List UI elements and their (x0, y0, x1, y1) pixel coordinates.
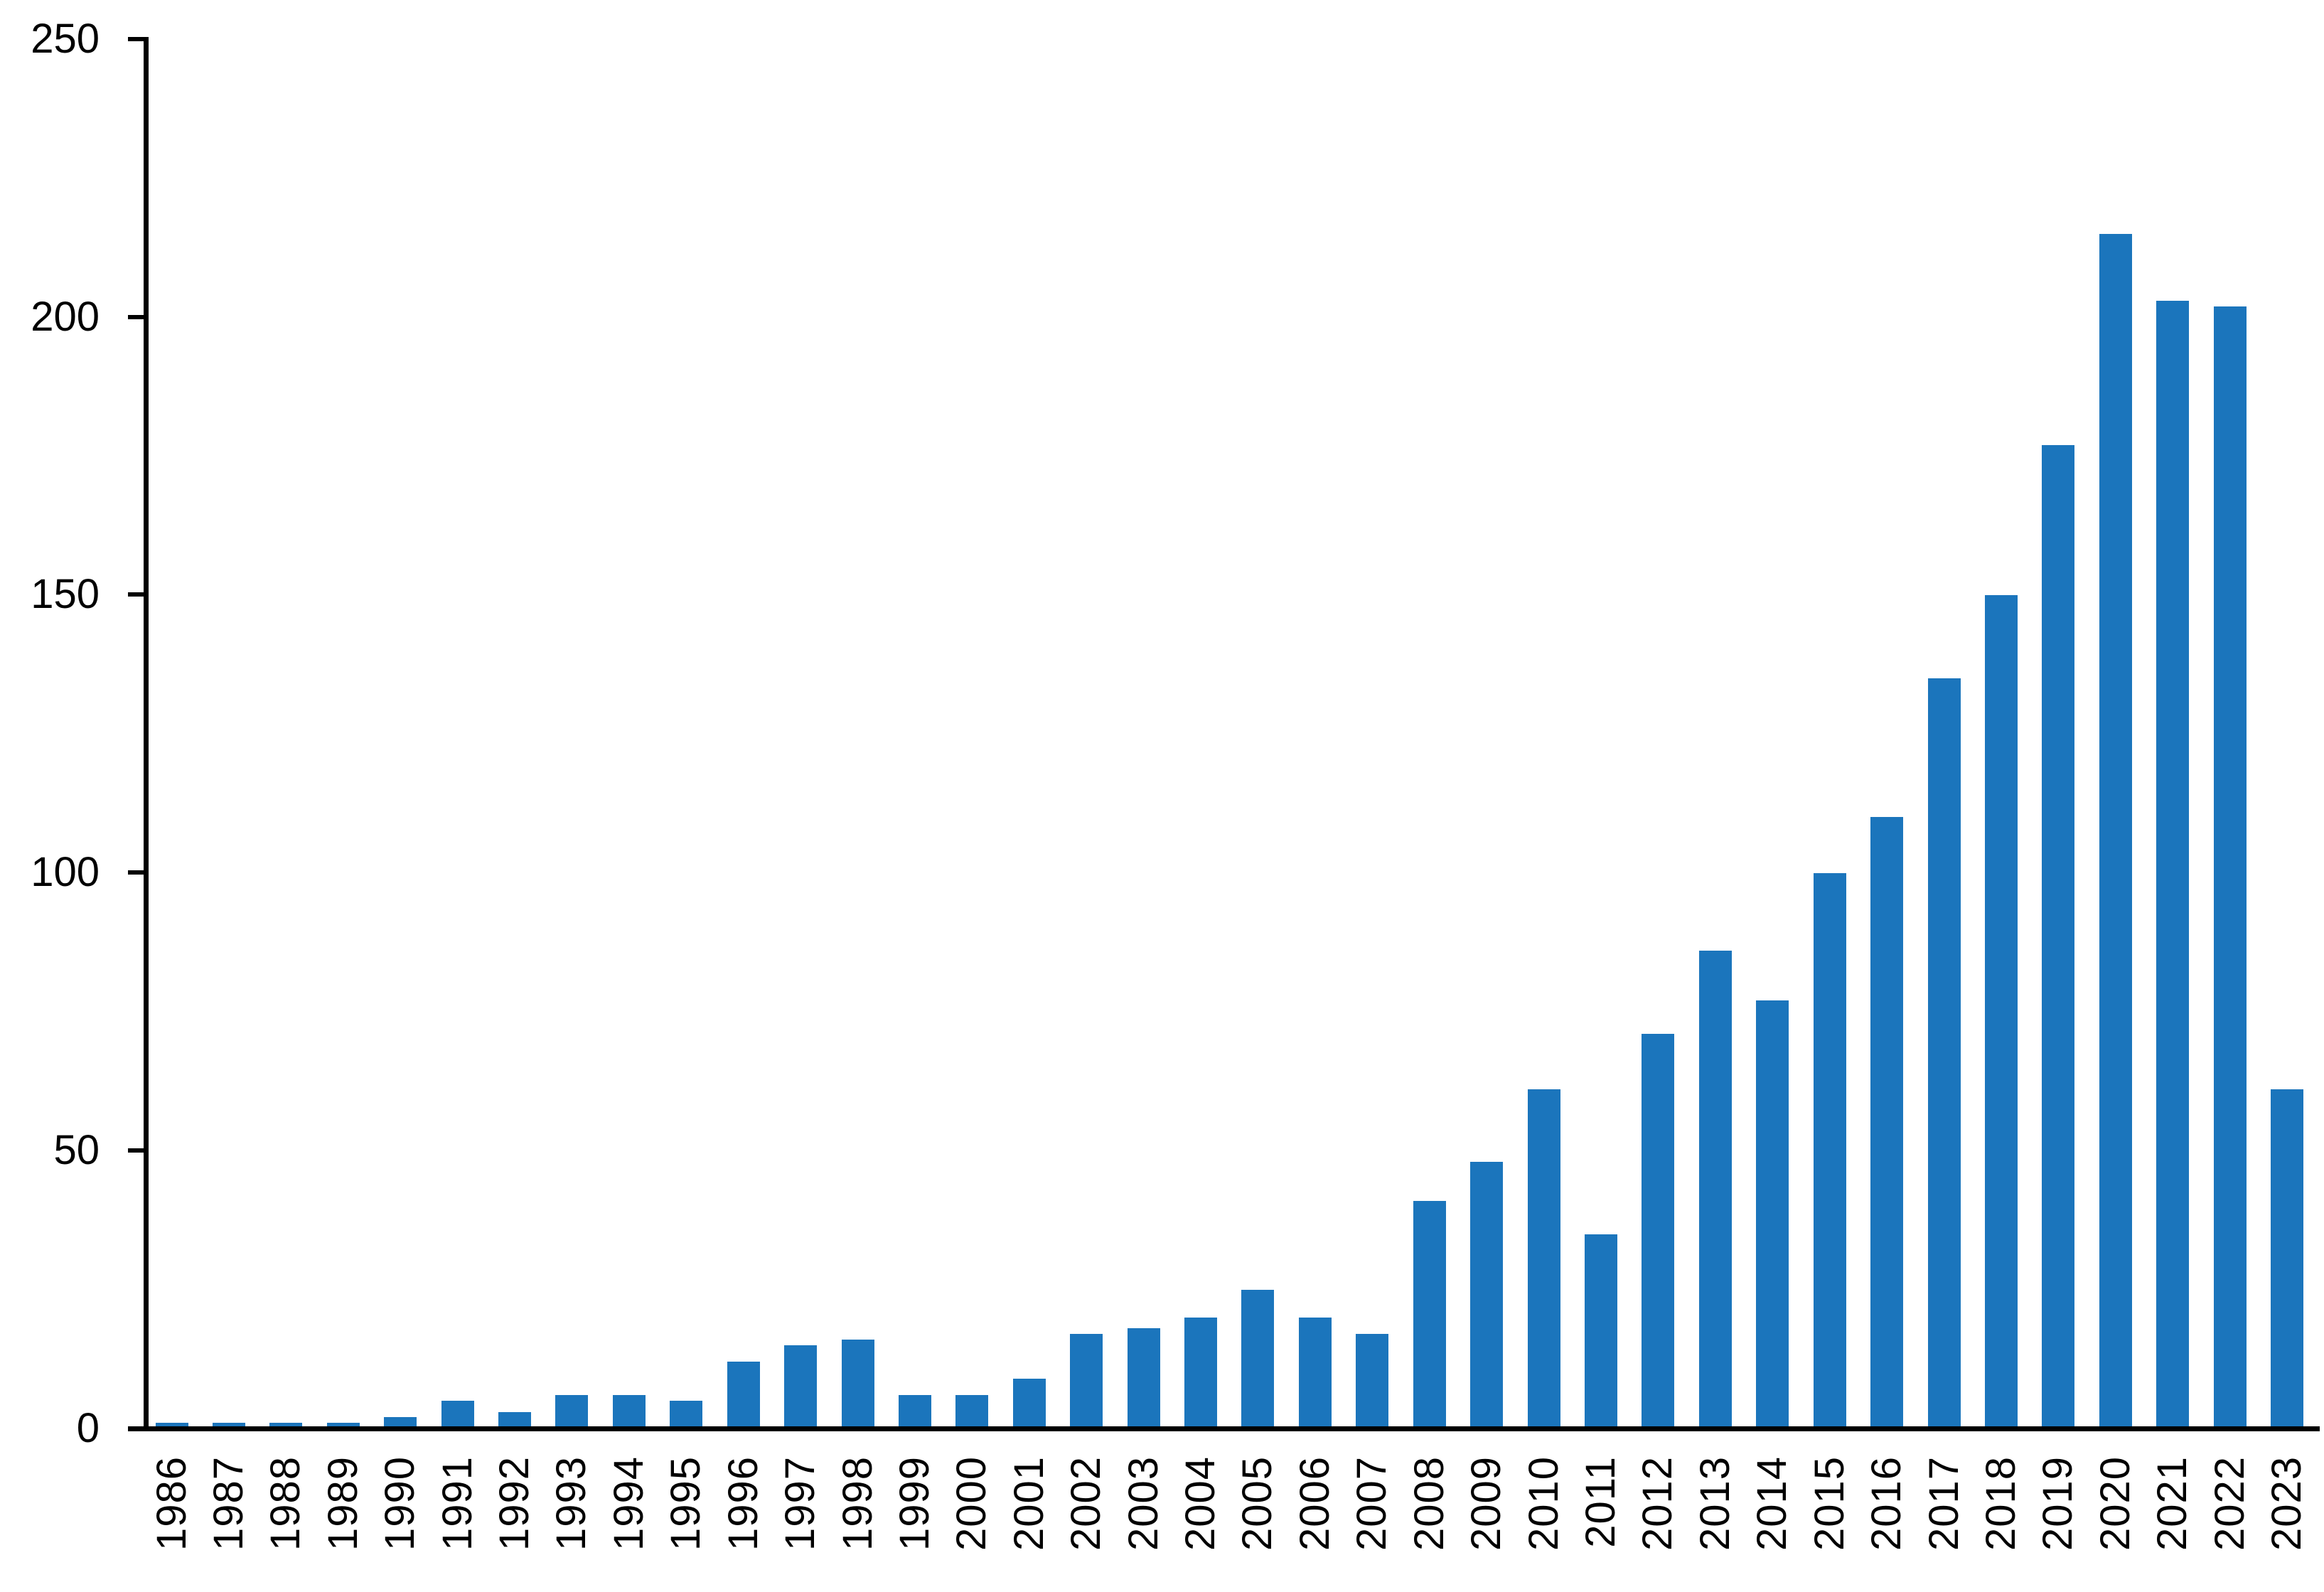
x-tick-label: 2002 (1063, 1456, 1110, 1551)
bar (1756, 1000, 1789, 1428)
bar (212, 1422, 245, 1428)
y-tick-label: 250 (31, 16, 100, 62)
x-tick-label: 1986 (148, 1456, 195, 1551)
x-tick-label: 2019 (2035, 1456, 2082, 1551)
x-tick-label: 1987 (205, 1456, 252, 1551)
bar (1356, 1333, 1389, 1428)
bar (1470, 1161, 1504, 1428)
bar (955, 1394, 989, 1428)
y-tick-label: 200 (31, 293, 100, 340)
x-tick-label: 1993 (548, 1456, 595, 1551)
bar (1413, 1200, 1446, 1428)
bar (1927, 678, 1961, 1428)
x-tick-label: 2011 (1578, 1456, 1624, 1548)
bar (2213, 306, 2247, 1428)
x-tick-label: 2004 (1177, 1456, 1224, 1551)
bar (1698, 950, 1732, 1428)
bar (1984, 594, 2018, 1428)
x-tick-label: 1991 (434, 1456, 481, 1551)
bar (841, 1339, 874, 1428)
x-tick-label: 2020 (2092, 1456, 2138, 1551)
y-axis-line (144, 37, 149, 1431)
x-tick-label: 2001 (1005, 1456, 1052, 1551)
x-tick-label: 2016 (1863, 1456, 1910, 1551)
y-tick-label: 50 (53, 1126, 100, 1173)
x-tick-label: 2007 (1349, 1456, 1396, 1551)
x-tick-label: 1994 (605, 1456, 652, 1551)
x-tick-label: 2015 (1806, 1456, 1853, 1551)
x-tick-label: 1990 (377, 1456, 424, 1551)
bar (898, 1394, 931, 1428)
x-tick-label: 2005 (1234, 1456, 1281, 1551)
bar (441, 1400, 474, 1428)
bar (1870, 816, 1904, 1428)
x-tick-label: 2021 (2149, 1456, 2196, 1551)
bar (269, 1422, 303, 1428)
bar (612, 1394, 646, 1428)
bar (326, 1422, 360, 1428)
bar (1012, 1378, 1046, 1428)
x-tick-label: 2023 (2264, 1456, 2310, 1551)
bar (1070, 1333, 1103, 1428)
y-tick-label: 150 (31, 571, 100, 618)
x-tick-label: 1988 (262, 1456, 309, 1551)
x-tick-label: 2003 (1120, 1456, 1167, 1551)
x-tick-label: 1999 (891, 1456, 938, 1551)
x-tick-label: 2014 (1749, 1456, 1796, 1551)
bar (1184, 1317, 1218, 1428)
bar (2271, 1089, 2304, 1428)
x-tick-label: 2012 (1634, 1456, 1681, 1551)
bar (1241, 1289, 1275, 1428)
y-axis-tick (128, 1426, 144, 1431)
x-axis-line (128, 1426, 2320, 1431)
y-axis-tick (128, 37, 144, 41)
y-tick-label: 100 (31, 849, 100, 896)
x-tick-label: 2018 (1977, 1456, 2024, 1551)
x-tick-label: 2017 (1920, 1456, 1967, 1551)
x-tick-label: 1989 (319, 1456, 366, 1551)
x-tick-label: 2022 (2206, 1456, 2253, 1551)
y-tick-label: 0 (76, 1404, 100, 1451)
bar (2099, 233, 2132, 1428)
bar (727, 1361, 760, 1428)
bar (1642, 1033, 1675, 1428)
bar (155, 1422, 188, 1428)
bar (2156, 300, 2190, 1428)
y-axis-tick (128, 1148, 144, 1153)
bar (498, 1411, 532, 1428)
x-tick-label: 2006 (1291, 1456, 1338, 1551)
x-tick-label: 1997 (777, 1456, 824, 1551)
x-tick-label: 1995 (663, 1456, 709, 1551)
x-tick-label: 2013 (1691, 1456, 1738, 1551)
bar (2042, 444, 2075, 1428)
y-axis-tick (128, 314, 144, 319)
bar (1585, 1234, 1617, 1428)
x-tick-label: 2000 (948, 1456, 995, 1551)
x-tick-label: 2008 (1405, 1456, 1452, 1551)
bar (1813, 872, 1846, 1428)
x-tick-label: 2010 (1520, 1456, 1567, 1551)
bar (384, 1416, 417, 1428)
bar (784, 1345, 818, 1428)
bar (1127, 1327, 1160, 1428)
bar (555, 1394, 589, 1428)
x-tick-label: 2009 (1463, 1456, 1510, 1551)
y-axis-tick (128, 592, 144, 597)
x-tick-label: 1998 (834, 1456, 881, 1551)
y-axis-tick (128, 870, 144, 875)
bar (670, 1400, 703, 1428)
bar (1298, 1317, 1332, 1428)
bar (1527, 1089, 1560, 1428)
x-tick-label: 1992 (491, 1456, 538, 1551)
x-tick-label: 1996 (719, 1456, 766, 1551)
